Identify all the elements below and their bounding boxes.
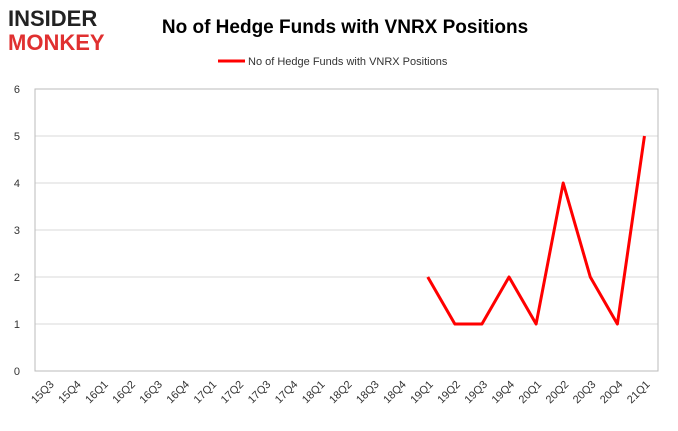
plot-border xyxy=(34,88,659,372)
y-tick-label: 4 xyxy=(14,178,20,190)
logo-line1: INSIDER xyxy=(8,6,97,31)
y-tick-label: 2 xyxy=(14,272,20,284)
y-tick-label: 3 xyxy=(14,225,20,237)
data-line xyxy=(426,135,646,326)
chart-title: No of Hedge Funds with VNRX Positions xyxy=(162,17,528,38)
y-tick-label: 5 xyxy=(14,131,20,143)
y-tick-label: 6 xyxy=(14,84,20,96)
y-tick-label: 1 xyxy=(14,319,20,331)
y-tick-label: 0 xyxy=(14,366,20,378)
logo-line2: MONKEY xyxy=(8,30,105,55)
legend-label: No of Hedge Funds with VNRX Positions xyxy=(248,56,448,68)
